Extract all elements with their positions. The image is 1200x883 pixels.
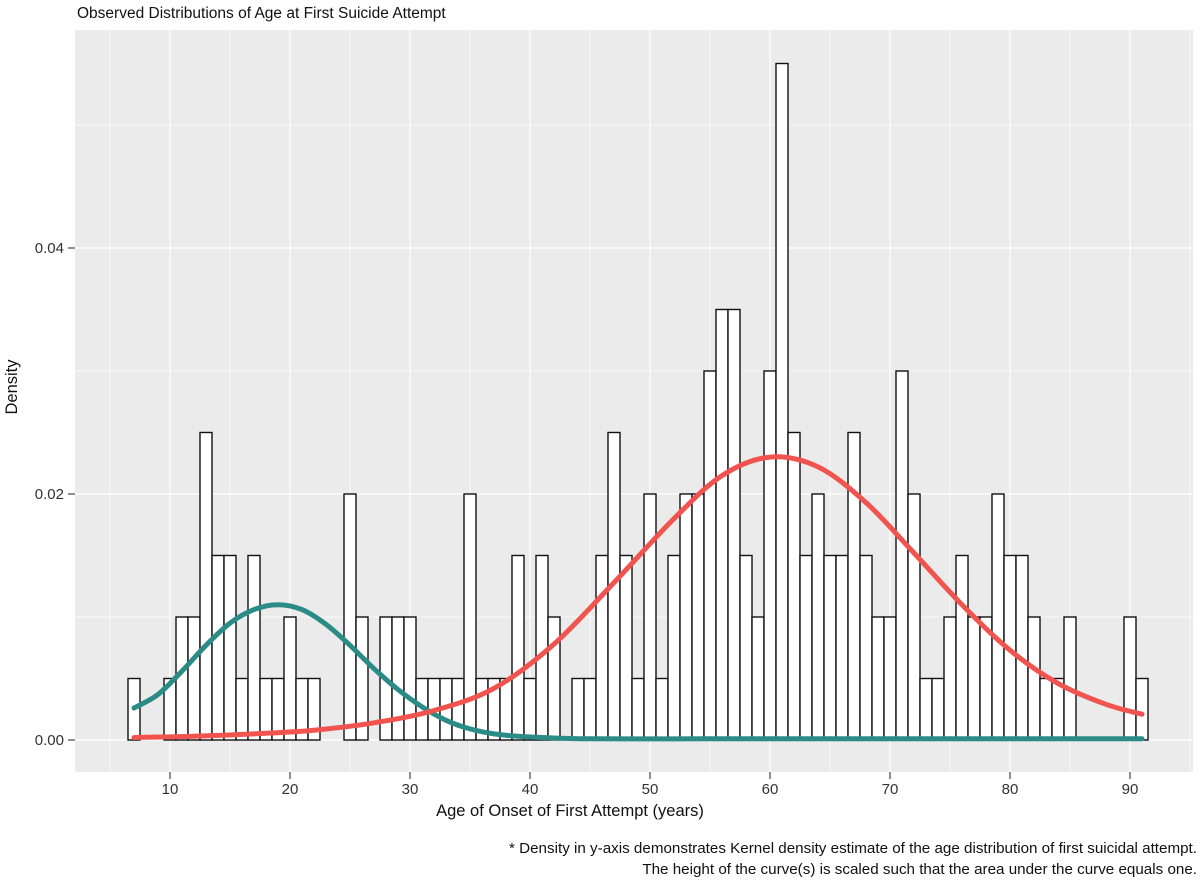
histogram-bar xyxy=(991,493,1005,741)
histogram-bar xyxy=(655,677,669,741)
density-curves xyxy=(131,454,1145,742)
histogram-bar xyxy=(859,554,873,741)
histogram-bar xyxy=(355,616,369,741)
footnote-line-2: The height of the curve(s) is scaled suc… xyxy=(642,861,1197,878)
footnote-line-1: * Density in y-axis demonstrates Kernel … xyxy=(509,840,1197,857)
histogram-bar xyxy=(895,370,909,741)
histogram-bar xyxy=(1015,554,1029,741)
x-tick-label: 90 xyxy=(1122,781,1139,798)
histogram-bar xyxy=(871,616,885,741)
histogram-bar xyxy=(835,554,849,741)
y-tick-label: 0.04 xyxy=(35,240,64,257)
x-tick-label: 50 xyxy=(642,781,659,798)
histogram-bar xyxy=(679,493,693,741)
histogram-bar xyxy=(211,554,225,741)
histogram-bar xyxy=(1027,616,1041,741)
histogram-bar xyxy=(643,493,657,741)
x-axis-title: Age of Onset of First Attempt (years) xyxy=(436,802,704,820)
histogram-bar xyxy=(403,616,417,741)
histogram-bar xyxy=(787,431,801,741)
histogram-bar xyxy=(523,677,537,741)
histogram-bar xyxy=(883,616,897,741)
histogram-bar xyxy=(823,554,837,741)
x-tick-label: 10 xyxy=(162,781,179,798)
histogram-bar xyxy=(811,493,825,741)
histogram-bar xyxy=(571,677,585,741)
histogram-bar xyxy=(1063,616,1077,741)
histogram-bar xyxy=(343,493,357,741)
x-tick-label: 70 xyxy=(882,781,899,798)
histogram-bar xyxy=(703,370,717,741)
histogram-bar xyxy=(931,677,945,741)
histogram-bar xyxy=(943,616,957,741)
histogram-bar xyxy=(499,677,513,741)
histogram-bar xyxy=(751,616,765,741)
histogram-bar xyxy=(199,431,213,741)
histogram-bar xyxy=(1135,677,1149,741)
histogram-bar xyxy=(715,308,729,741)
histogram-bar xyxy=(619,554,633,741)
late-onset-kde-curve xyxy=(131,454,1145,740)
axis-ticks xyxy=(68,247,1131,779)
histogram-bar xyxy=(235,677,249,741)
histogram-bar xyxy=(547,616,561,741)
histogram-bar xyxy=(667,554,681,741)
x-tick-label: 80 xyxy=(1002,781,1019,798)
histogram-bar xyxy=(847,431,861,741)
histogram-bar xyxy=(307,677,321,741)
histogram-bar xyxy=(775,62,789,741)
histogram-bar xyxy=(1123,616,1137,741)
chart-title: Observed Distributions of Age at First S… xyxy=(77,5,446,22)
histogram-bar xyxy=(463,493,477,741)
histogram-bar xyxy=(739,554,753,741)
histogram-bar xyxy=(583,677,597,741)
y-axis-title: Density xyxy=(3,359,21,415)
x-tick-label: 60 xyxy=(762,781,779,798)
x-tick-label: 20 xyxy=(282,781,299,798)
histogram-bar xyxy=(799,554,813,741)
histogram-bar xyxy=(187,616,201,741)
x-tick-label: 40 xyxy=(522,781,539,798)
y-tick-label: 0.02 xyxy=(35,486,64,503)
histogram-bar xyxy=(919,677,933,741)
early-onset-kde-curve xyxy=(131,602,1145,742)
histogram-bar xyxy=(763,370,777,741)
histogram-bar xyxy=(247,554,261,741)
histogram-bar xyxy=(691,493,705,741)
histogram-bar xyxy=(283,616,297,741)
histogram-bar xyxy=(511,554,525,741)
histogram-bar xyxy=(223,554,237,741)
histogram-bar xyxy=(631,677,645,741)
histogram-bar xyxy=(955,554,969,741)
histogram-bar xyxy=(595,554,609,741)
histogram-bar xyxy=(727,308,741,741)
histogram-bar xyxy=(451,677,465,741)
x-tick-label: 30 xyxy=(402,781,419,798)
histogram-bar xyxy=(1039,677,1053,741)
histogram-bar xyxy=(967,616,981,741)
y-tick-label: 0.00 xyxy=(35,732,64,749)
histogram-bar xyxy=(907,493,921,741)
